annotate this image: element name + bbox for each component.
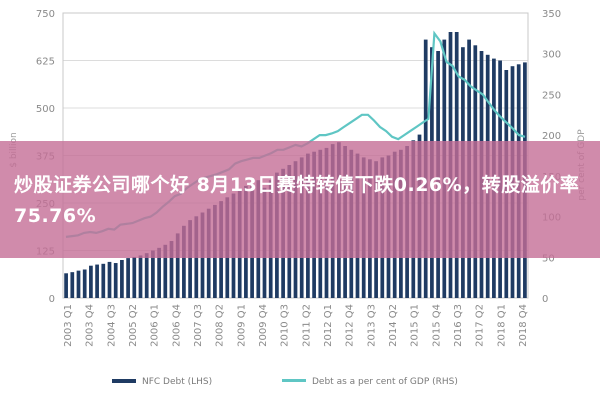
bar bbox=[126, 258, 130, 298]
bar bbox=[144, 253, 149, 298]
bar bbox=[169, 241, 174, 298]
right-tick-label: 50 bbox=[542, 253, 555, 264]
right-tick-label: 300 bbox=[542, 50, 561, 61]
bar bbox=[175, 233, 180, 298]
x-axis-tick-labels: 2003 Q1 2003 Q4 2004 Q3 2005 Q2 2006 Q1 2006 … bbox=[63, 304, 529, 347]
headline-banner: 炒股证券公司哪个好 8月13日赛特转债下跌0.26%，转股溢价率75.76% bbox=[0, 141, 600, 258]
right-tick-label: 0 bbox=[542, 294, 548, 305]
bar bbox=[82, 269, 87, 298]
bar bbox=[157, 247, 161, 298]
bar bbox=[101, 263, 106, 298]
bar bbox=[151, 250, 155, 298]
bar bbox=[113, 263, 118, 298]
x-tick-label: 2010 Q3 bbox=[280, 304, 291, 347]
x-tick-label: 2006 Q1 bbox=[150, 304, 161, 347]
x-tick-label: 2018 Q1 bbox=[496, 304, 507, 347]
x-tick-label: 2003 Q1 bbox=[63, 304, 74, 347]
x-tick-label: 2013 Q3 bbox=[366, 304, 377, 347]
bar bbox=[95, 264, 99, 298]
x-tick-label: 2017 Q2 bbox=[475, 304, 486, 347]
bar bbox=[89, 265, 93, 298]
bar bbox=[107, 261, 112, 298]
headline-text: 炒股证券公司哪个好 8月13日赛特转债下跌0.26%，转股溢价率75.76% bbox=[14, 174, 580, 227]
bar bbox=[64, 273, 68, 298]
x-tick-label: 2014 Q2 bbox=[388, 304, 399, 347]
x-tick-label: 2008 Q2 bbox=[215, 304, 226, 347]
right-tick-label: 200 bbox=[542, 131, 561, 142]
legend-label-bar: NFC Debt (LHS) bbox=[142, 377, 212, 387]
x-tick-label: 2007 Q3 bbox=[193, 304, 204, 347]
x-tick-label: 2015 Q4 bbox=[431, 304, 442, 347]
right-tick-label: 250 bbox=[542, 90, 561, 101]
bar bbox=[120, 260, 124, 298]
x-tick-label: 2006 Q4 bbox=[171, 304, 182, 347]
left-tick-label: 0 bbox=[49, 294, 55, 305]
left-tick-label: 625 bbox=[36, 57, 55, 68]
x-tick-label: 2005 Q2 bbox=[128, 304, 139, 347]
x-tick-label: 2012 Q4 bbox=[345, 304, 356, 347]
x-tick-label: 2009 Q1 bbox=[236, 304, 247, 347]
bar bbox=[76, 270, 81, 298]
x-tick-label: 2016 Q3 bbox=[453, 304, 464, 347]
x-tick-label: 2015 Q1 bbox=[410, 304, 421, 347]
bar bbox=[132, 256, 137, 298]
legend: NFC Debt (LHS) Debt as a per cent of GDP… bbox=[112, 377, 458, 387]
x-tick-label: 2004 Q3 bbox=[106, 304, 117, 347]
right-tick-label: 350 bbox=[542, 9, 561, 20]
x-tick-label: 2009 Q4 bbox=[258, 304, 269, 347]
bar bbox=[163, 244, 168, 298]
left-tick-label: 750 bbox=[36, 9, 55, 20]
x-tick-label: 2011 Q2 bbox=[301, 304, 312, 347]
x-tick-label: 2018 Q4 bbox=[518, 304, 529, 347]
bar bbox=[182, 225, 186, 298]
legend-label-line: Debt as a per cent of GDP (RHS) bbox=[312, 377, 458, 387]
left-tick-label: 500 bbox=[36, 104, 55, 115]
legend-swatch-bar bbox=[112, 379, 136, 383]
x-tick-label: 2003 Q4 bbox=[85, 304, 96, 347]
bar bbox=[70, 272, 75, 298]
x-tick-label: 2012 Q1 bbox=[323, 304, 334, 347]
bar bbox=[188, 220, 192, 298]
legend-swatch-line bbox=[282, 379, 306, 382]
bar bbox=[138, 255, 143, 298]
